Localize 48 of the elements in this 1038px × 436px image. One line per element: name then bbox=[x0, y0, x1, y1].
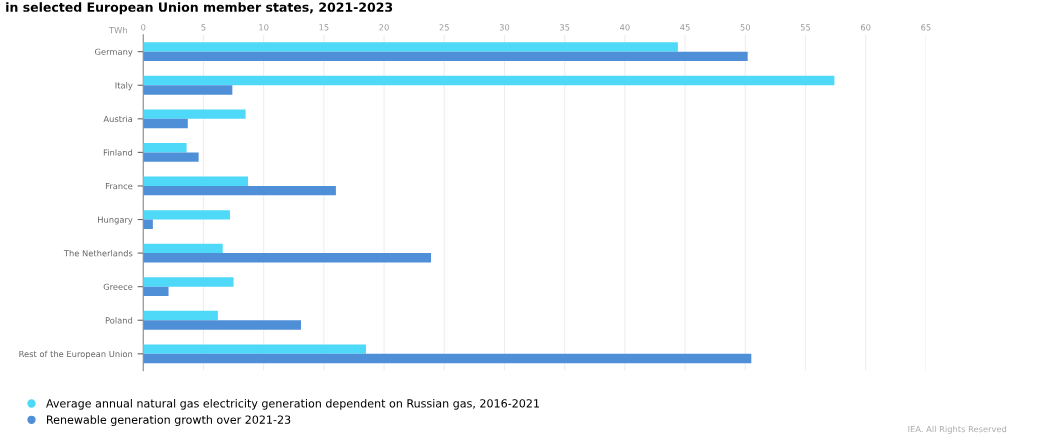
y-tick-label: Austria bbox=[103, 115, 133, 123]
x-tick-label: 65 bbox=[921, 24, 931, 31]
bar bbox=[143, 142, 187, 153]
bar bbox=[143, 176, 248, 186]
y-tick-label: Germany bbox=[94, 48, 133, 57]
x-tick-label: 55 bbox=[800, 24, 811, 31]
x-tick-label: 15 bbox=[319, 24, 329, 31]
y-tick-label: Finland bbox=[103, 149, 133, 156]
bar bbox=[143, 353, 752, 364]
y-tick-label: France bbox=[105, 183, 133, 190]
bar bbox=[143, 320, 301, 330]
bar bbox=[143, 42, 678, 52]
y-tick-label: Poland bbox=[105, 317, 133, 324]
y-tick-label: Greece bbox=[103, 283, 133, 290]
legend-label: Average annual natural gas electricity generation dependent on Russian gas, 2016-2021 bbox=[46, 398, 539, 410]
y-tick-label: Hungary bbox=[98, 216, 133, 225]
bar bbox=[143, 109, 246, 119]
x-tick-label: 10 bbox=[259, 24, 269, 31]
bar bbox=[143, 185, 336, 196]
y-tick-label: Rest of the European Union bbox=[19, 350, 133, 359]
x-tick-label: 20 bbox=[379, 24, 389, 31]
bar bbox=[143, 344, 366, 354]
x-tick-label: 45 bbox=[680, 24, 690, 31]
chart-title: in selected European Union member states, 2021-2023 bbox=[6, 2, 393, 15]
y-tick-label: Italy bbox=[115, 82, 133, 91]
bar bbox=[143, 118, 188, 129]
x-tick-label: 5 bbox=[201, 24, 206, 31]
bar bbox=[143, 277, 234, 287]
bar bbox=[143, 253, 432, 263]
x-tick-label: 60 bbox=[860, 24, 871, 31]
x-tick-label: 25 bbox=[439, 24, 449, 31]
bar bbox=[143, 51, 748, 62]
bar bbox=[143, 310, 218, 321]
x-axis-title: TWh bbox=[108, 26, 127, 34]
x-tick-label: 35 bbox=[560, 24, 570, 31]
bar bbox=[143, 210, 230, 220]
legend-label: Renewable generation growth over 2021-23 bbox=[47, 415, 291, 426]
x-tick-label: 0 bbox=[141, 24, 146, 31]
bar bbox=[143, 152, 199, 162]
bar bbox=[143, 286, 169, 297]
bar bbox=[143, 85, 233, 95]
text: IEA. All Rights Reserved bbox=[908, 425, 1007, 434]
x-tick-label: 40 bbox=[619, 24, 630, 31]
y-tick-label: The Netherlands bbox=[63, 249, 133, 257]
x-tick-label: 30 bbox=[499, 24, 510, 31]
x-tick-label: 50 bbox=[740, 24, 751, 31]
bar bbox=[143, 243, 223, 254]
bar bbox=[143, 75, 835, 86]
